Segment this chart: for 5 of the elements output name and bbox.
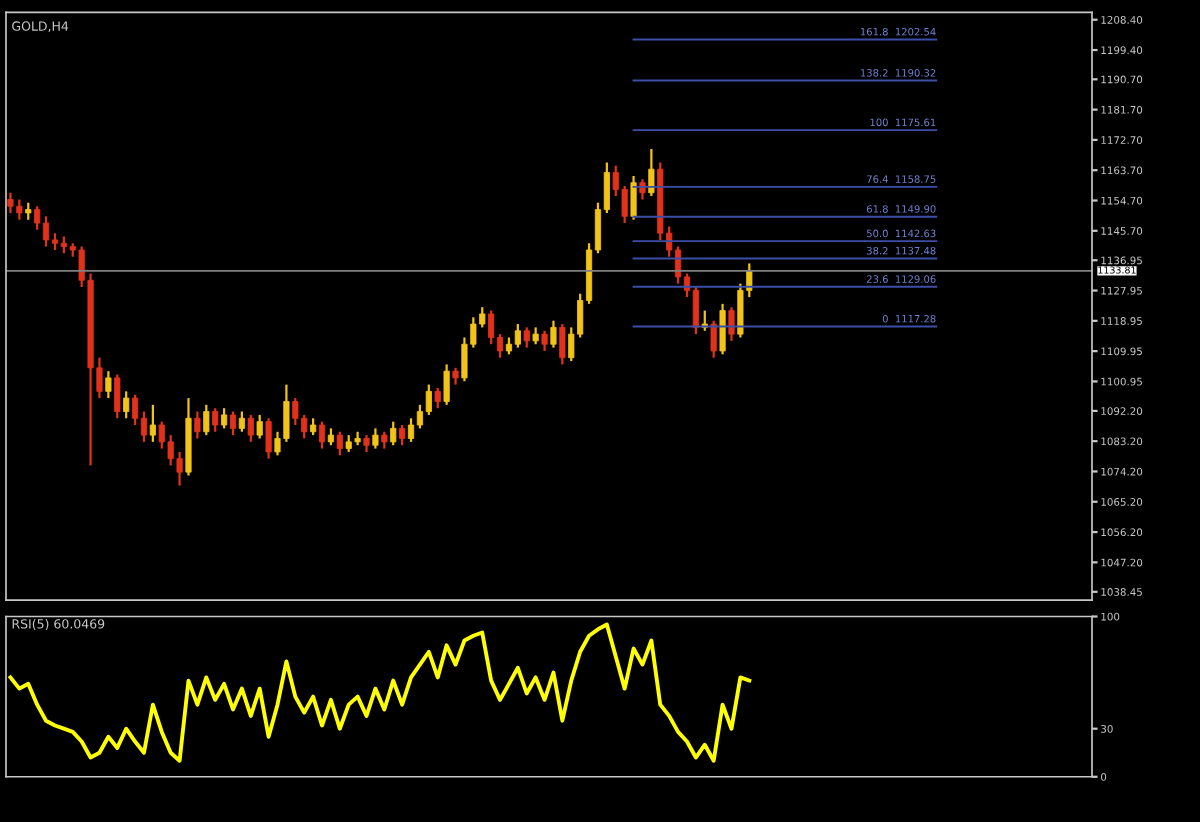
line-series (8, 622, 752, 763)
candlestick (523, 326, 530, 349)
candlestick (25, 201, 32, 221)
candlestick (381, 430, 388, 450)
candlestick (532, 326, 539, 346)
